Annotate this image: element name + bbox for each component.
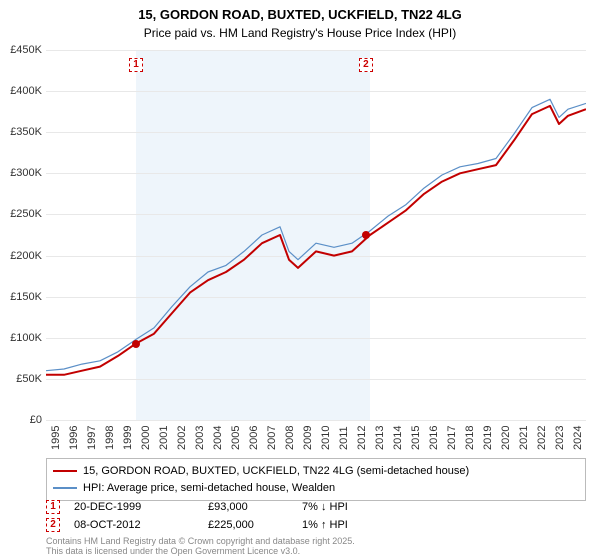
y-axis: £0£50K£100K£150K£200K£250K£300K£350K£400… <box>0 50 44 420</box>
transaction-row: 1 20-DEC-1999 £93,000 7% ↓ HPI <box>46 498 586 516</box>
x-tick-label: 2014 <box>392 426 404 450</box>
x-tick-label: 2018 <box>464 426 476 450</box>
y-tick-label: £50K <box>16 373 42 385</box>
x-tick-label: 1998 <box>104 426 116 450</box>
transaction-date: 20-DEC-1999 <box>74 501 194 513</box>
x-tick-label: 1999 <box>122 426 134 450</box>
x-tick-label: 2001 <box>158 426 170 450</box>
x-tick-label: 2006 <box>248 426 260 450</box>
legend-swatch <box>53 470 77 472</box>
y-tick-label: £400K <box>10 85 42 97</box>
x-tick-label: 2003 <box>194 426 206 450</box>
legend-label: HPI: Average price, semi-detached house,… <box>83 480 335 497</box>
plot-area: 12 <box>46 50 586 420</box>
transaction-marker: 2 <box>46 518 60 532</box>
footer-line-1: Contains HM Land Registry data © Crown c… <box>46 536 355 546</box>
footer-line-2: This data is licensed under the Open Gov… <box>46 546 355 556</box>
grid-line <box>46 420 586 421</box>
x-tick-label: 2007 <box>266 426 278 450</box>
transaction-row: 2 08-OCT-2012 £225,000 1% ↑ HPI <box>46 516 586 534</box>
y-tick-label: £0 <box>30 414 42 426</box>
x-axis: 1995 1996 1997 1998 1999 2000 2001 2002 2003 2004… <box>46 422 586 454</box>
legend-label: 15, GORDON ROAD, BUXTED, UCKFIELD, TN22 … <box>83 463 469 480</box>
transaction-date: 08-OCT-2012 <box>74 519 194 531</box>
x-tick-label: 2011 <box>338 426 350 450</box>
x-tick-label: 2010 <box>320 426 332 450</box>
y-tick-label: £150K <box>10 291 42 303</box>
x-tick-label: 2021 <box>518 426 530 450</box>
x-tick-label: 2008 <box>284 426 296 450</box>
x-tick-label: 2005 <box>230 426 242 450</box>
transaction-delta: 1% ↑ HPI <box>302 519 402 531</box>
x-tick-label: 2020 <box>500 426 512 450</box>
x-tick-label: 2004 <box>212 426 224 450</box>
y-tick-label: £100K <box>10 332 42 344</box>
transaction-price: £93,000 <box>208 501 288 513</box>
footer: Contains HM Land Registry data © Crown c… <box>46 536 355 557</box>
price-marker-dot <box>132 340 140 348</box>
x-tick-label: 2022 <box>536 426 548 450</box>
transaction-price: £225,000 <box>208 519 288 531</box>
y-tick-label: £250K <box>10 208 42 220</box>
x-tick-label: 2016 <box>428 426 440 450</box>
x-tick-label: 1997 <box>86 426 98 450</box>
x-tick-label: 2013 <box>374 426 386 450</box>
legend-swatch <box>53 487 77 489</box>
chart-subtitle: Price paid vs. HM Land Registry's House … <box>0 26 600 46</box>
y-tick-label: £350K <box>10 126 42 138</box>
transactions-table: 1 20-DEC-1999 £93,000 7% ↓ HPI 2 08-OCT-2012 £… <box>46 498 586 534</box>
legend: 15, GORDON ROAD, BUXTED, UCKFIELD, TN22 … <box>46 458 586 501</box>
legend-item: HPI: Average price, semi-detached house,… <box>53 480 579 497</box>
x-tick-label: 2024 <box>572 426 584 450</box>
y-tick-label: £300K <box>10 167 42 179</box>
x-tick-label: 2000 <box>140 426 152 450</box>
x-tick-label: 2012 <box>356 426 368 450</box>
legend-item: 15, GORDON ROAD, BUXTED, UCKFIELD, TN22 … <box>53 463 579 480</box>
y-tick-label: £450K <box>10 44 42 56</box>
x-tick-label: 1995 <box>50 426 62 450</box>
x-tick-label: 2023 <box>554 426 566 450</box>
price-marker-dot <box>362 231 370 239</box>
x-tick-label: 2017 <box>446 426 458 450</box>
price-marker-label: 1 <box>129 58 143 72</box>
transaction-marker: 1 <box>46 500 60 514</box>
x-tick-label: 2019 <box>482 426 494 450</box>
x-tick-label: 2015 <box>410 426 422 450</box>
x-tick-label: 2002 <box>176 426 188 450</box>
transaction-delta: 7% ↓ HPI <box>302 501 402 513</box>
line-layer <box>46 50 586 420</box>
chart-title: 15, GORDON ROAD, BUXTED, UCKFIELD, TN22 … <box>0 0 600 26</box>
series-line <box>46 99 586 370</box>
chart-container: 15, GORDON ROAD, BUXTED, UCKFIELD, TN22 … <box>0 0 600 560</box>
price-marker-label: 2 <box>359 58 373 72</box>
x-tick-label: 2009 <box>302 426 314 450</box>
x-tick-label: 1996 <box>68 426 80 450</box>
y-tick-label: £200K <box>10 250 42 262</box>
